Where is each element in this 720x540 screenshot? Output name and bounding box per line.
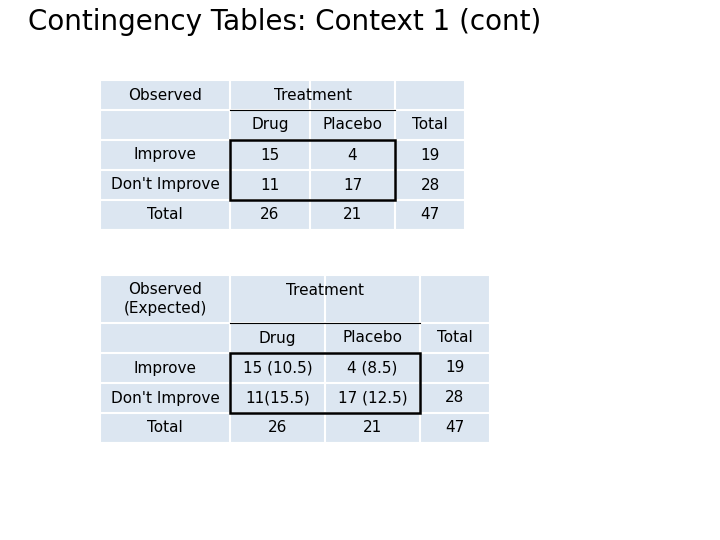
Text: 21: 21 (363, 421, 382, 435)
Text: Placebo: Placebo (343, 330, 402, 346)
Text: Total: Total (412, 118, 448, 132)
Text: Drug: Drug (251, 118, 289, 132)
Text: Improve: Improve (133, 147, 197, 163)
Text: Improve: Improve (133, 361, 197, 375)
Text: Treatment: Treatment (286, 283, 364, 298)
Text: 26: 26 (268, 421, 287, 435)
Text: 15 (10.5): 15 (10.5) (243, 361, 312, 375)
Text: Drug: Drug (258, 330, 296, 346)
Bar (230, 353, 420, 413)
Text: Don't Improve: Don't Improve (111, 390, 220, 406)
Text: Total: Total (147, 421, 183, 435)
Text: Total: Total (147, 207, 183, 222)
Bar (230, 140, 395, 200)
Bar (100, 80, 465, 230)
Bar (100, 275, 490, 443)
Text: Observed: Observed (128, 87, 202, 103)
Text: Placebo: Placebo (323, 118, 382, 132)
Text: 17: 17 (343, 178, 362, 192)
Text: Treatment: Treatment (274, 87, 351, 103)
Text: 47: 47 (420, 207, 440, 222)
Text: 19: 19 (420, 147, 440, 163)
Text: Don't Improve: Don't Improve (111, 178, 220, 192)
Text: 28: 28 (446, 390, 464, 406)
Text: 4: 4 (348, 147, 357, 163)
Text: 21: 21 (343, 207, 362, 222)
Text: Contingency Tables: Context 1 (cont): Contingency Tables: Context 1 (cont) (28, 8, 541, 36)
Text: 26: 26 (261, 207, 279, 222)
Text: 4 (8.5): 4 (8.5) (347, 361, 397, 375)
Text: Total: Total (437, 330, 473, 346)
Text: 15: 15 (261, 147, 279, 163)
Text: 47: 47 (446, 421, 464, 435)
Text: 19: 19 (445, 361, 464, 375)
Text: 11: 11 (261, 178, 279, 192)
Text: 17 (12.5): 17 (12.5) (338, 390, 408, 406)
Text: Observed
(Expected): Observed (Expected) (123, 282, 207, 316)
Text: 28: 28 (420, 178, 440, 192)
Text: 11(15.5): 11(15.5) (245, 390, 310, 406)
